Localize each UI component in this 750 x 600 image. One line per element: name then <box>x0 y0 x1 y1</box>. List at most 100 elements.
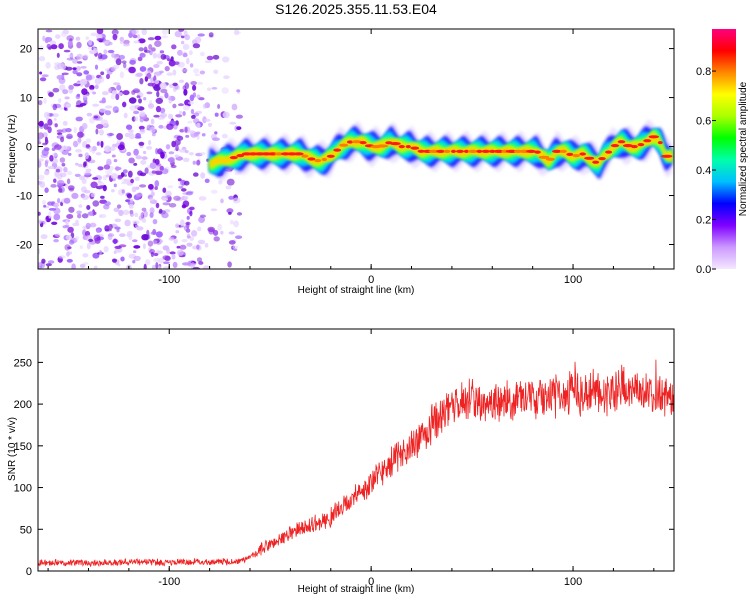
noise-speckle <box>43 218 47 225</box>
noise-speckle <box>75 36 81 41</box>
noise-speckle <box>72 67 77 71</box>
noise-speckle <box>218 179 223 185</box>
noise-speckle <box>41 74 49 78</box>
noise-speckle <box>154 79 160 85</box>
noise-speckle <box>159 82 167 90</box>
noise-speckle <box>166 72 173 76</box>
noise-speckle <box>120 256 125 262</box>
noise-speckle <box>158 124 164 129</box>
noise-speckle <box>214 131 218 135</box>
noise-speckle <box>62 120 68 126</box>
noise-speckle <box>112 33 118 41</box>
noise-speckle <box>190 262 196 269</box>
noise-speckle <box>108 233 115 237</box>
noise-speckle <box>143 97 147 101</box>
noise-speckle <box>210 208 218 212</box>
noise-speckle <box>198 97 205 101</box>
noise-speckle <box>113 159 118 163</box>
signal-peak <box>476 149 483 153</box>
noise-speckle <box>117 263 121 267</box>
noise-speckle <box>56 74 64 80</box>
noise-speckle <box>132 239 138 243</box>
noise-speckle <box>181 239 188 243</box>
noise-speckle <box>38 248 41 255</box>
noise-speckle <box>69 239 75 245</box>
noise-speckle <box>177 49 183 56</box>
noise-speckle <box>229 219 234 225</box>
noise-speckle <box>39 71 43 75</box>
noise-speckle <box>189 63 194 68</box>
noise-speckle <box>123 174 127 177</box>
snr-background <box>38 329 674 571</box>
noise-speckle <box>78 153 83 158</box>
noise-speckle <box>196 122 201 128</box>
noise-speckle <box>166 247 170 254</box>
noise-speckle <box>87 46 93 50</box>
noise-speckle <box>128 233 133 241</box>
noise-speckle <box>133 110 140 115</box>
noise-speckle <box>65 219 69 226</box>
noise-speckle <box>111 154 116 158</box>
noise-speckle <box>80 78 88 86</box>
snr-panel: -100 0 100 0 50 100 150 200 250 Height of strai… <box>7 328 675 595</box>
noise-speckle <box>108 146 116 152</box>
noise-speckle <box>181 204 187 209</box>
noise-speckle <box>103 49 108 55</box>
noise-speckle <box>128 66 136 74</box>
noise-speckle <box>92 200 100 207</box>
y-tick-label: 50 <box>20 524 32 536</box>
noise-speckle <box>88 238 94 242</box>
noise-speckle <box>235 235 243 239</box>
noise-speckle <box>150 118 155 125</box>
noise-speckle <box>190 108 195 115</box>
noise-speckle <box>139 116 144 123</box>
noise-speckle <box>62 29 70 35</box>
signal-peak <box>398 145 405 149</box>
noise-speckle <box>154 40 162 47</box>
noise-speckle <box>67 185 75 191</box>
noise-speckle <box>160 53 167 60</box>
noise-speckle <box>174 30 182 38</box>
colorbar-tick-label: 0.6 <box>696 116 711 128</box>
noise-speckle <box>217 223 222 231</box>
noise-speckle <box>49 155 54 162</box>
noise-speckle <box>149 212 154 219</box>
signal-peak <box>463 149 469 153</box>
noise-speckle <box>228 231 235 235</box>
noise-speckle <box>41 200 47 205</box>
noise-speckle <box>67 246 72 249</box>
noise-speckle <box>136 193 141 199</box>
noise-speckle <box>83 70 90 75</box>
signal-peak <box>390 142 401 146</box>
noise-speckle <box>39 77 47 82</box>
noise-speckle <box>114 245 122 249</box>
signal-peak <box>267 152 278 156</box>
noise-speckle <box>141 156 148 160</box>
noise-speckle <box>167 113 174 120</box>
noise-speckle <box>229 121 237 125</box>
noise-speckle <box>141 207 147 212</box>
noise-speckle <box>156 60 163 65</box>
noise-speckle <box>174 154 180 158</box>
noise-speckle <box>65 66 73 71</box>
noise-speckle <box>95 152 102 156</box>
signal-peak <box>467 149 478 153</box>
noise-speckle <box>47 118 53 126</box>
noise-speckle <box>192 160 196 165</box>
noise-speckle <box>154 35 162 41</box>
noise-speckle <box>119 141 125 149</box>
noise-speckle <box>160 88 168 94</box>
noise-speckle <box>96 29 104 35</box>
noise-speckle <box>168 156 175 163</box>
noise-speckle <box>191 230 198 237</box>
signal-peak <box>236 154 245 158</box>
noise-speckle <box>111 53 116 58</box>
noise-speckle <box>74 173 81 177</box>
noise-speckle <box>84 161 88 167</box>
noise-speckle <box>119 71 124 79</box>
noise-speckle <box>192 266 201 269</box>
noise-speckle <box>54 123 58 128</box>
noise-speckle <box>166 123 174 130</box>
noise-speckle <box>75 116 83 122</box>
noise-speckle <box>77 61 83 64</box>
